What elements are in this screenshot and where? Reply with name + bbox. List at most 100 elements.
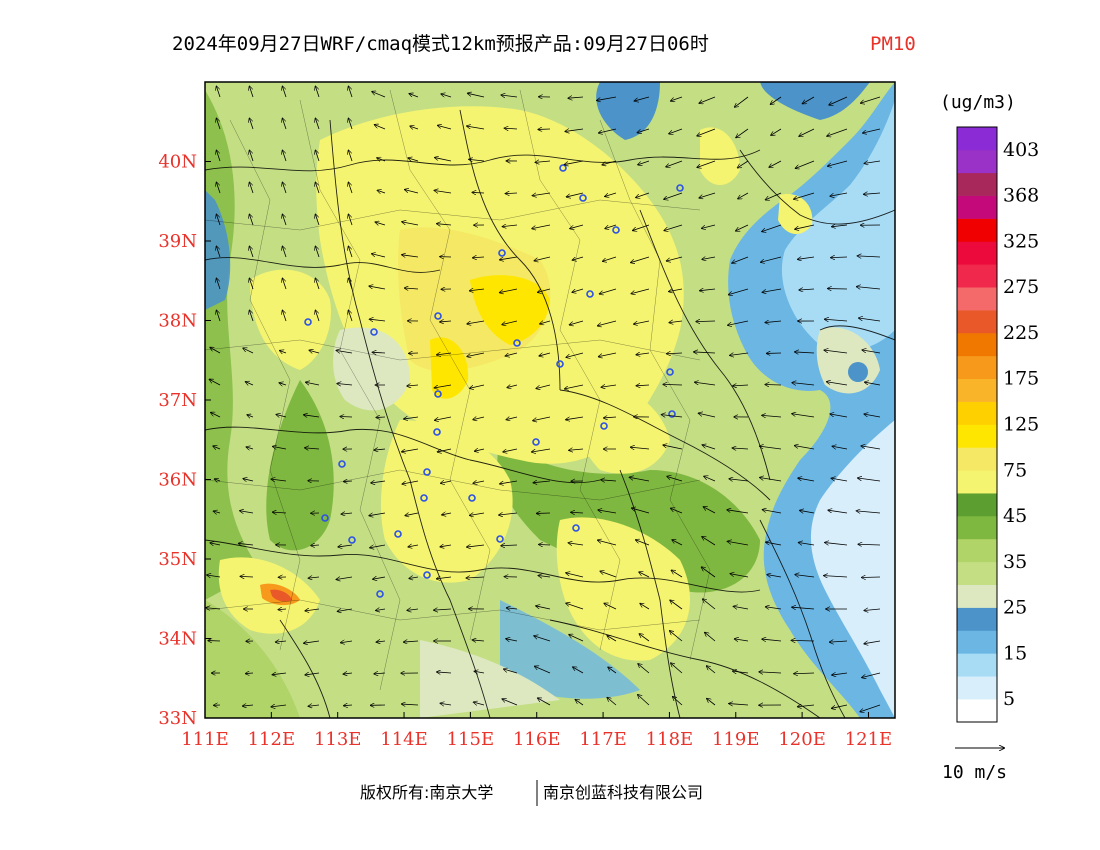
wind-arrow xyxy=(671,96,683,101)
wind-arrow xyxy=(640,604,650,610)
wind-arrow xyxy=(467,320,485,324)
wind-arrow xyxy=(249,310,254,322)
wind-arrow xyxy=(273,446,287,449)
wind-arrow xyxy=(767,575,782,577)
wind-arrow xyxy=(857,256,881,257)
wind-arrow xyxy=(631,288,650,294)
wind-arrow xyxy=(502,699,518,706)
wind-arrow xyxy=(672,540,683,546)
wind-arrow xyxy=(638,695,650,706)
wind-arrow xyxy=(216,150,221,162)
wind-arrow xyxy=(762,288,782,292)
wind-arrow xyxy=(702,224,716,228)
wind-arrow xyxy=(306,382,320,385)
wind-arrow xyxy=(831,257,848,258)
wind-arrow xyxy=(762,224,782,232)
wind-arrow xyxy=(827,128,848,136)
wind-arrow xyxy=(730,574,749,578)
wind-arrow xyxy=(828,160,848,166)
wind-arrow xyxy=(216,246,221,258)
wind-arrow xyxy=(533,416,551,421)
wind-arrow xyxy=(216,310,221,322)
city-marker xyxy=(376,590,384,598)
wind-arrow xyxy=(282,86,287,98)
wind-arrow xyxy=(338,545,353,547)
wind-arrow xyxy=(567,192,584,197)
x-tick-label: 116E xyxy=(513,729,561,750)
wind-arrow xyxy=(697,128,716,136)
wind-arrow xyxy=(795,160,815,168)
y-tick-label: 40N xyxy=(158,152,197,173)
wind-arrow xyxy=(799,289,815,290)
wind-arrow xyxy=(730,353,749,355)
wind-arrow xyxy=(402,448,419,452)
wind-arrow xyxy=(702,257,716,259)
wind-arrow xyxy=(795,352,815,353)
wind-arrow xyxy=(762,415,782,417)
wind-arrow xyxy=(865,161,881,163)
wind-arrow xyxy=(736,224,749,231)
wind-arrow xyxy=(830,641,848,642)
wind-arrow xyxy=(863,128,881,133)
wind-arrow xyxy=(343,673,353,674)
wind-arrow xyxy=(240,511,254,513)
wind-arrow xyxy=(861,96,881,103)
city-marker xyxy=(434,390,442,398)
wind-arrow xyxy=(501,545,518,546)
wind-arrow xyxy=(211,413,221,418)
wind-arrow xyxy=(667,476,683,482)
wind-arrow xyxy=(663,445,683,450)
wind-arrow xyxy=(470,513,485,515)
wind-arrow xyxy=(376,609,386,610)
wind-arrow xyxy=(760,446,782,450)
wind-arrow xyxy=(435,416,452,420)
wind-arrow xyxy=(798,478,815,482)
wind-arrow xyxy=(434,609,452,610)
wind-arrow xyxy=(470,384,485,388)
wind-arrow xyxy=(348,86,353,98)
wind-arrow xyxy=(798,705,815,707)
wind-arrow xyxy=(472,640,485,641)
wind-arrow xyxy=(305,673,320,675)
city-marker xyxy=(370,328,378,336)
city-marker xyxy=(586,290,594,298)
wind-arrow xyxy=(736,128,749,138)
wind-arrow xyxy=(728,541,749,546)
wind-arrow xyxy=(539,353,551,356)
wind-arrow xyxy=(769,160,782,167)
colorbar-unit: (ug/m3) xyxy=(940,92,1016,113)
wind-arrow xyxy=(475,449,485,451)
wind-arrow xyxy=(857,287,881,289)
colorbar-label: 175 xyxy=(1003,368,1039,390)
wind-arrow xyxy=(638,160,650,165)
wind-arrow xyxy=(210,348,221,354)
wind-arrow xyxy=(771,128,782,135)
city-marker xyxy=(600,422,608,430)
wind-arrow xyxy=(702,445,716,450)
wind-arrow xyxy=(566,573,584,578)
city-marker xyxy=(420,494,428,502)
wind-arrow xyxy=(568,97,584,98)
wind-reference: 10 m/s xyxy=(942,748,1007,783)
wind-arrow xyxy=(707,666,716,674)
colorbar-label: 275 xyxy=(1003,276,1039,298)
wind-arrow xyxy=(507,385,518,388)
wind-arrow xyxy=(832,225,848,227)
wind-arrow xyxy=(249,150,254,162)
wind-arrow xyxy=(315,246,320,258)
wind-arrow xyxy=(630,477,650,482)
wind-arrow xyxy=(857,511,881,513)
city-marker xyxy=(612,226,620,234)
wind-arrow xyxy=(470,289,485,291)
wind-arrow xyxy=(348,182,353,194)
wind-arrow xyxy=(738,192,749,199)
wind-arrow xyxy=(409,94,419,98)
wind-arrow xyxy=(830,414,848,418)
colorbar-swatch xyxy=(957,447,997,471)
wind-arrow xyxy=(507,608,518,609)
wind-arrow xyxy=(243,705,254,706)
wind-arrow xyxy=(598,540,617,546)
city-marker xyxy=(572,524,580,532)
wind-arrow xyxy=(570,320,584,325)
